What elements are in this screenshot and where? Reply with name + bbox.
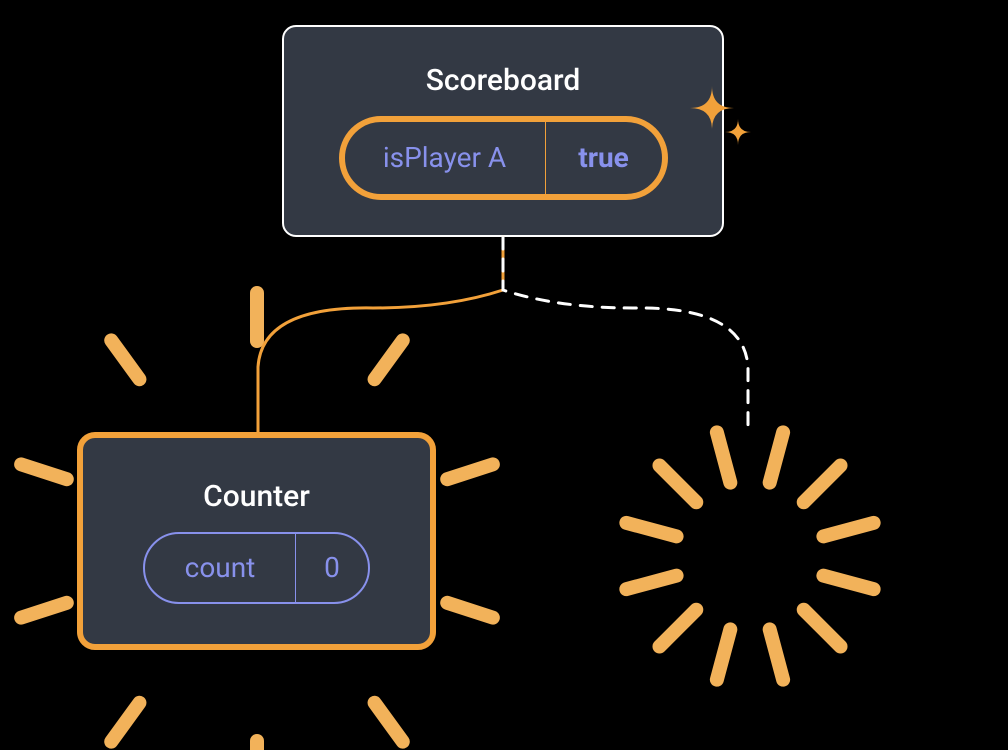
sparkle-icon [690, 86, 734, 130]
sparkle-icon [725, 119, 751, 145]
edge-solid [258, 237, 503, 432]
edge-dashed [503, 237, 748, 432]
edge-layer [0, 0, 1008, 750]
diagram-stage: Scoreboard isPlayer A true Counter count… [0, 0, 1008, 750]
